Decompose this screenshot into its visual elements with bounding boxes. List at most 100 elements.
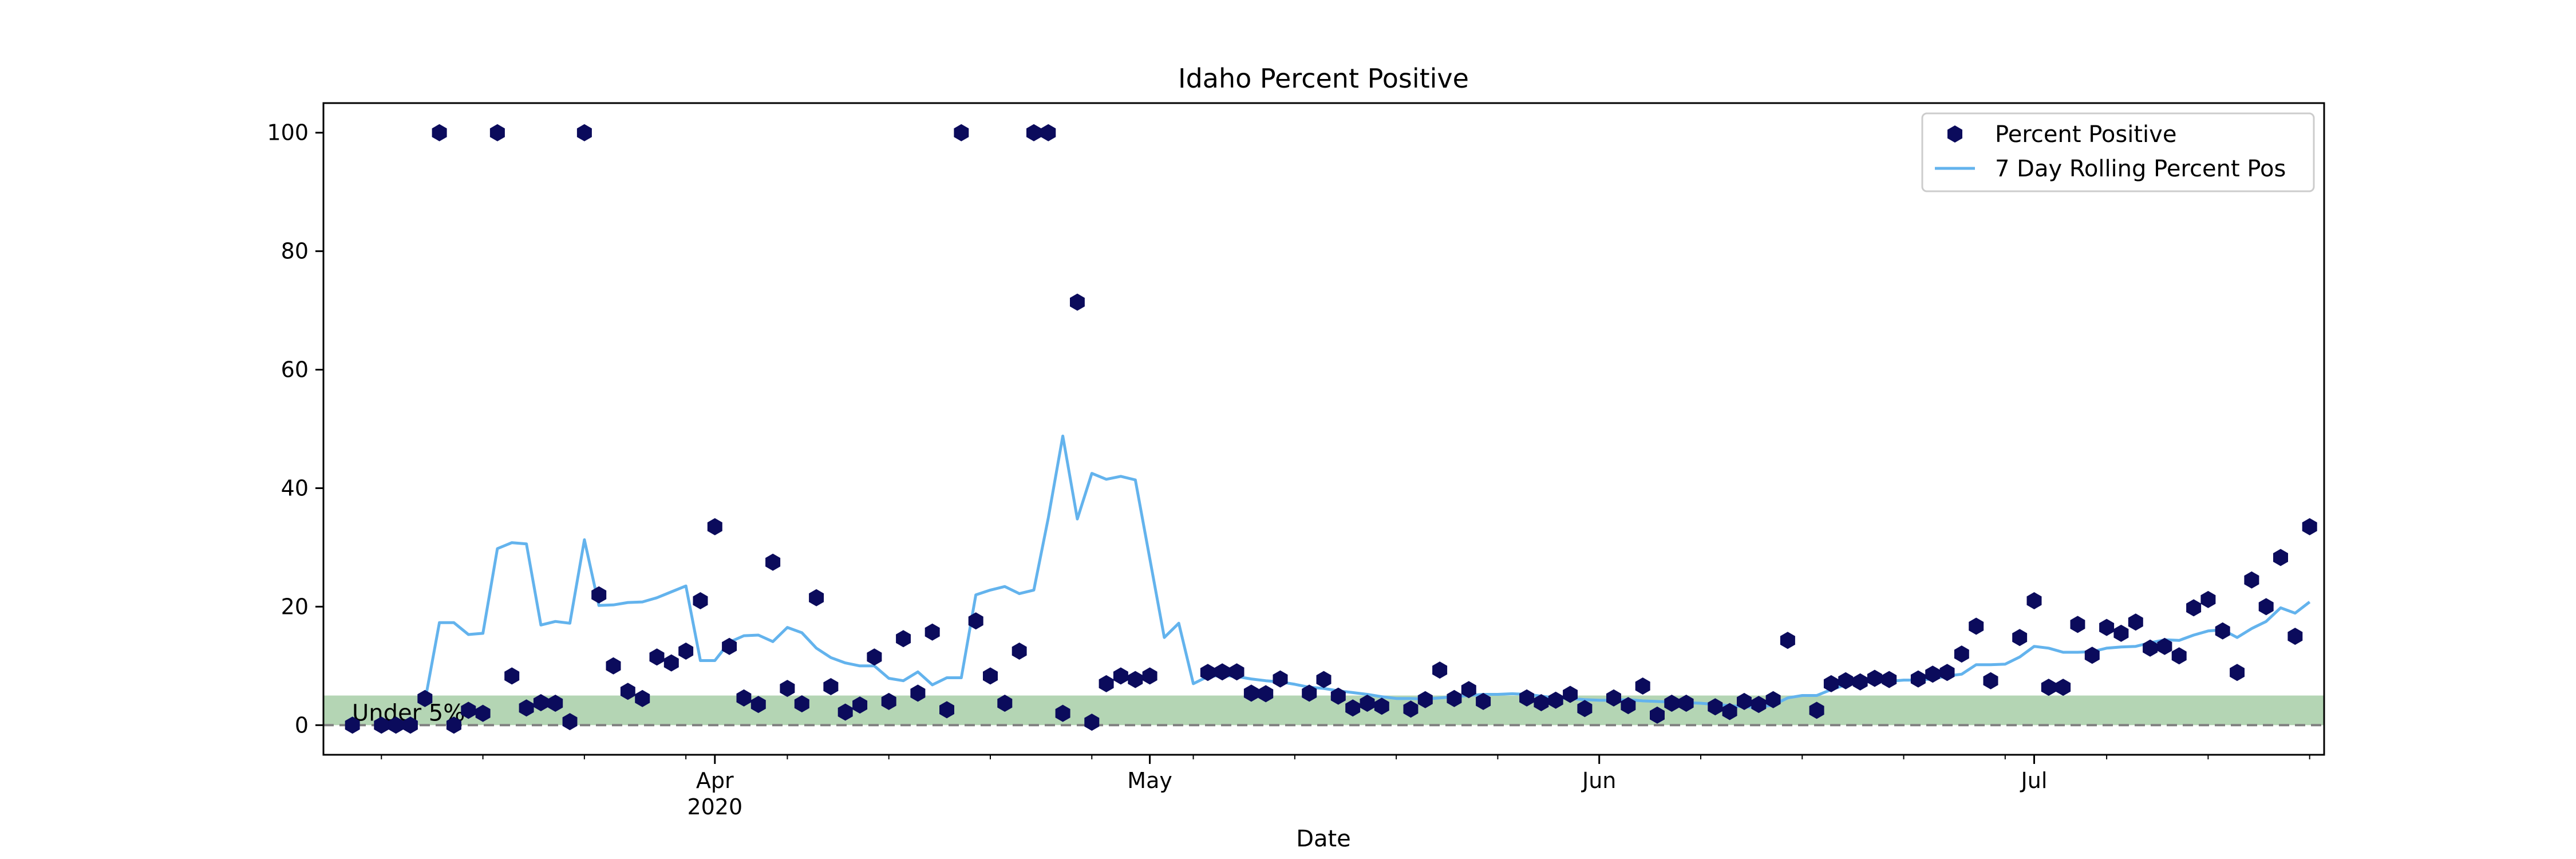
data-point-marker [1041,124,1056,141]
data-point-marker [1606,689,1621,707]
data-point-marker [1954,645,1969,663]
legend-label-percent-positive: Percent Positive [1995,121,2176,148]
data-point-marker [1403,700,1419,718]
data-point-marker [1751,696,1767,714]
data-point-marker [2244,571,2259,589]
data-point-marker [2186,599,2202,617]
data-point-marker [1867,669,1882,687]
data-point-marker [924,623,940,641]
data-point-marker [562,713,578,731]
data-point-marker [489,124,505,141]
data-point-marker [2099,618,2115,636]
x-tick-label: May [1127,768,1172,793]
data-point-marker [1577,700,1593,718]
data-point-marker [663,654,679,672]
data-point-marker [548,695,563,712]
data-point-marker [1055,704,1070,722]
data-point-marker [606,657,621,675]
data-point-marker [837,703,853,721]
data-point-marker [2128,613,2143,631]
legend: Percent Positive 7 Day Rolling Percent P… [1921,112,2315,192]
plot-area: Under 5% [323,124,2324,734]
data-point-marker [1519,689,1535,707]
data-point-marker [1330,687,1346,705]
data-point-marker [2287,628,2303,645]
x-tick-label: Apr [696,768,734,793]
data-point-marker [1026,124,1041,141]
data-point-marker [1852,673,1868,691]
data-point-marker [722,637,737,655]
data-point-marker [939,701,954,719]
data-point-marker [504,667,520,685]
data-point-marker [388,716,404,734]
legend-entry-rolling: 7 Day Rolling Percent Pos [1935,156,2286,182]
data-point-marker [1910,670,1926,688]
data-point-marker [1969,617,1984,635]
axes-frame [322,102,2325,756]
x-axis-label: Date [1296,826,1351,852]
data-point-marker [1417,691,1433,708]
data-point-marker [1200,664,1215,681]
data-point-marker [2273,549,2288,566]
data-point-marker [1476,692,1491,710]
data-point-marker [1838,672,1854,689]
data-point-marker [1548,691,1563,709]
data-point-marker [2215,622,2230,640]
y-tick-label: 60 [281,357,309,383]
data-point-marker [852,696,868,714]
data-point-marker [1635,677,1650,695]
data-point-marker [2084,647,2100,664]
data-point-marker [1664,695,1680,712]
data-point-marker [432,124,447,141]
data-point-marker [1084,714,1100,731]
data-point-marker [1925,665,1941,683]
data-point-marker [1345,699,1361,717]
data-point-marker [446,716,461,734]
data-point-marker [1258,685,1274,703]
data-point-marker [1316,671,1332,688]
data-point-marker [2143,639,2158,657]
data-point-marker [1534,694,1549,711]
data-point-marker [649,648,665,666]
data-point-marker [2012,629,2028,647]
x-tick-year-label: 2020 [687,794,742,819]
data-point-marker [620,683,635,700]
data-point-marker [1447,689,1462,707]
data-point-marker [1983,672,1998,689]
data-point-marker [780,680,795,698]
data-point-marker [345,716,360,734]
data-point-marker [519,699,534,717]
data-point-marker [2041,679,2056,696]
data-point-marker [1273,670,1288,688]
data-point-marker [809,589,824,606]
data-point-marker [823,678,839,695]
data-point-marker [635,689,650,707]
x-tick-label: Jul [2020,768,2048,793]
data-point-marker [1360,695,1375,712]
data-point-marker [765,553,781,571]
data-point-marker [1780,632,1795,649]
data-point-marker [1765,691,1781,708]
data-point-marker [1939,664,1955,681]
data-point-marker [533,694,548,711]
y-tick-label: 40 [281,475,309,501]
data-point-marker [1128,671,1143,688]
scatter-points-layer [345,124,2317,734]
data-point-marker [403,716,418,734]
data-point-marker [707,518,722,535]
data-point-marker [2230,664,2245,681]
data-point-marker [2070,616,2085,633]
y-tick-label: 80 [281,239,309,264]
data-point-marker [1113,667,1128,685]
data-point-marker [576,124,592,141]
data-point-marker [910,684,926,702]
data-point-marker [736,689,752,707]
data-point-marker [1563,685,1578,703]
legend-hexagon-marker-icon [1947,125,1962,143]
data-point-marker [881,692,896,710]
data-point-marker [1722,703,1737,720]
data-point-marker [1737,692,1752,710]
data-point-marker [1012,643,1027,660]
data-point-marker [983,667,998,685]
